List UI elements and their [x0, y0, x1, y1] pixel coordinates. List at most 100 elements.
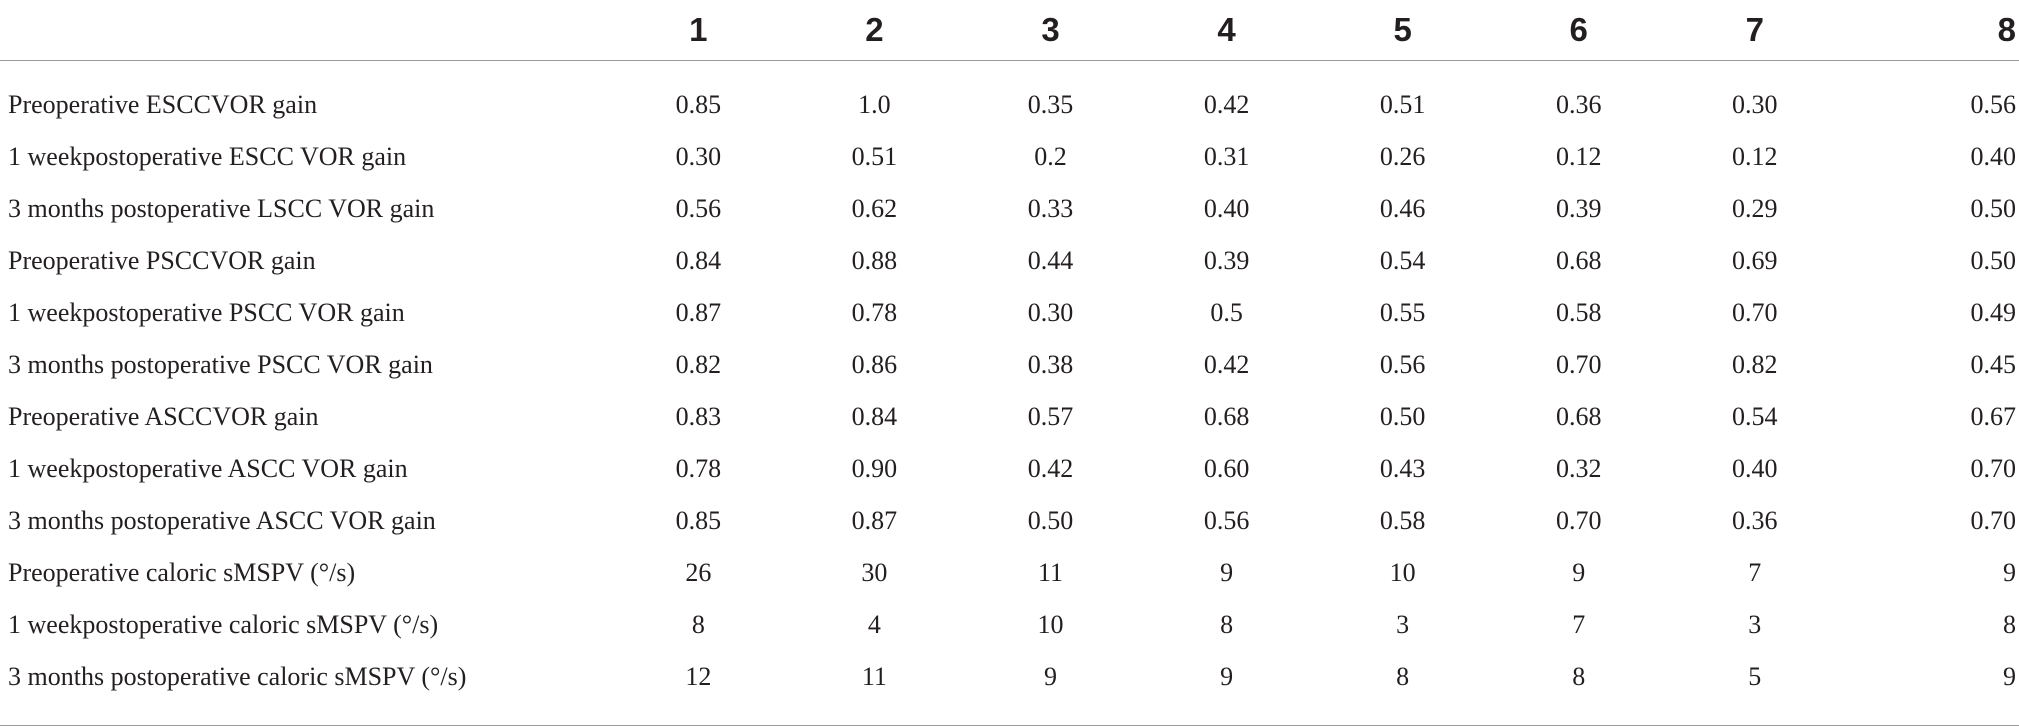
table-cell: 0.50 — [1970, 194, 2017, 223]
table-cell: 0.51 — [1379, 90, 1426, 119]
table-row: Preoperative PSCCVOR gain 0.84 0.88 0.44 0.3… — [0, 235, 2019, 287]
row-label: Preoperative ESCCVOR gain — [8, 90, 318, 119]
table-cell: 0.68 — [1203, 402, 1250, 431]
table-cell: 3 — [1748, 610, 1762, 639]
table-cell: 0.2 — [1034, 142, 1067, 171]
table-cell: 7 — [1572, 610, 1586, 639]
row-label: Preoperative ASCCVOR gain — [8, 402, 319, 431]
table-cell: 0.12 — [1555, 142, 1602, 171]
table-cell: 0.35 — [1027, 90, 1074, 119]
table-cell: 0.51 — [851, 142, 898, 171]
table-cell: 9 — [2003, 558, 2016, 587]
table-cell: 0.87 — [675, 298, 722, 327]
table-cell: 10 — [1037, 610, 1064, 639]
table-cell: 0.57 — [1027, 402, 1074, 431]
table-cell: 0.78 — [851, 298, 898, 327]
row-label: 1 weekpostoperative ESCC VOR gain — [8, 142, 407, 171]
table-cell: 8 — [1220, 610, 1234, 639]
table-cell: 0.70 — [1555, 350, 1602, 379]
table-cell: 0.62 — [851, 194, 898, 223]
table-cell: 0.44 — [1027, 246, 1074, 275]
table-cell: 0.39 — [1203, 246, 1250, 275]
column-header-3: 3 — [962, 0, 1139, 61]
row-label: 3 months postoperative ASCC VOR gain — [8, 506, 436, 535]
table-cell: 0.42 — [1027, 454, 1074, 483]
table-row: 1 weekpostoperative ASCC VOR gain 0.78 0.9… — [0, 443, 2019, 495]
table-cell: 0.50 — [1027, 506, 1074, 535]
table-cell: 0.67 — [1970, 402, 2017, 431]
table-cell: 0.68 — [1555, 246, 1602, 275]
table-cell: 0.84 — [851, 402, 898, 431]
table-cell: 0.69 — [1732, 246, 1778, 275]
table-cell: 0.36 — [1555, 90, 1602, 119]
table-cell: 1.0 — [858, 90, 891, 119]
table-cell: 4 — [867, 610, 881, 639]
table-cell: 11 — [786, 651, 963, 726]
table-cell: 0.78 — [675, 454, 722, 483]
table-cell: 0.56 — [675, 194, 722, 223]
table-row: Preoperative ASCCVOR gain 0.83 0.84 0.57 0.6… — [0, 391, 2019, 443]
row-label: Preoperative caloric sMSPV (°/s) — [8, 558, 356, 587]
table-cell: 0.86 — [851, 350, 898, 379]
table-cell: 8 — [2003, 610, 2016, 639]
table-row: Preoperative ESCCVOR gain 0.85 1.0 0.35 0.42… — [0, 61, 2019, 132]
table-cell: 0.30 — [1732, 90, 1778, 119]
table-cell: 0.85 — [675, 506, 722, 535]
table-cell: 5 — [1666, 651, 1843, 726]
table-cell: 0.56 — [1203, 506, 1250, 535]
table-cell: 0.70 — [1970, 454, 2017, 483]
table-cell: 0.87 — [851, 506, 898, 535]
row-label: 3 months postoperative caloric sMSPV (°/… — [0, 651, 611, 726]
table-cell: 9 — [1842, 651, 2019, 726]
row-label: 1 weekpostoperative PSCC VOR gain — [8, 298, 405, 327]
table-cell: 0.50 — [1970, 246, 2017, 275]
table-cell: 0.38 — [1027, 350, 1074, 379]
table-cell: 0.85 — [675, 90, 722, 119]
table-row: 3 months postoperative ASCC VOR gain 0.85… — [0, 495, 2019, 547]
table-row: 1 weekpostoperative caloric sMSPV (°/s) 8… — [0, 599, 2019, 651]
table-cell: 30 — [861, 558, 888, 587]
table-cell: 0.50 — [1379, 402, 1426, 431]
table-cell: 0.88 — [851, 246, 898, 275]
table-row: 1 weekpostoperative ESCC VOR gain 0.30 0.5… — [0, 131, 2019, 183]
table-cell: 0.5 — [1210, 298, 1243, 327]
table-row: 1 weekpostoperative PSCC VOR gain 0.87 0.7… — [0, 287, 2019, 339]
table-cell: 12 — [610, 651, 787, 726]
column-header-2: 2 — [786, 0, 963, 61]
table-cell: 0.40 — [1732, 454, 1778, 483]
table-cell: 0.60 — [1203, 454, 1250, 483]
table-cell: 9 — [1138, 651, 1315, 726]
table-cell: 0.54 — [1732, 402, 1778, 431]
table-cell: 7 — [1748, 558, 1762, 587]
table-row: 3 months postoperative LSCC VOR gain 0.56… — [0, 183, 2019, 235]
table-cell: 0.39 — [1555, 194, 1602, 223]
table-body: Preoperative ESCCVOR gain 0.85 1.0 0.35 0.42… — [0, 61, 2019, 726]
table-cell: 0.90 — [851, 454, 898, 483]
table-cell: 9 — [1220, 558, 1234, 587]
row-label: 1 weekpostoperative caloric sMSPV (°/s) — [8, 610, 439, 639]
table-cell: 0.45 — [1970, 350, 2017, 379]
table-cell: 0.70 — [1970, 506, 2017, 535]
table-cell: 8 — [1314, 651, 1491, 726]
table-cell: 0.46 — [1379, 194, 1426, 223]
table-cell: 0.58 — [1379, 506, 1426, 535]
table-cell: 0.70 — [1732, 298, 1778, 327]
table-cell: 0.31 — [1203, 142, 1250, 171]
table-cell: 0.26 — [1379, 142, 1426, 171]
row-label: 3 months postoperative LSCC VOR gain — [8, 194, 435, 223]
column-header-7: 7 — [1666, 0, 1843, 61]
table-cell: 0.29 — [1732, 194, 1778, 223]
table-cell: 0.82 — [1732, 350, 1778, 379]
column-header-4: 4 — [1138, 0, 1315, 61]
table-cell: 0.68 — [1555, 402, 1602, 431]
column-header-8: 8 — [1842, 0, 2019, 61]
table-cell: 0.36 — [1732, 506, 1778, 535]
row-label: 1 weekpostoperative ASCC VOR gain — [8, 454, 408, 483]
table-cell: 0.56 — [1970, 90, 2017, 119]
table-cell: 0.32 — [1555, 454, 1602, 483]
table-row: 3 months postoperative caloric sMSPV (°/… — [0, 651, 2019, 726]
row-label: 3 months postoperative PSCC VOR gain — [8, 350, 433, 379]
